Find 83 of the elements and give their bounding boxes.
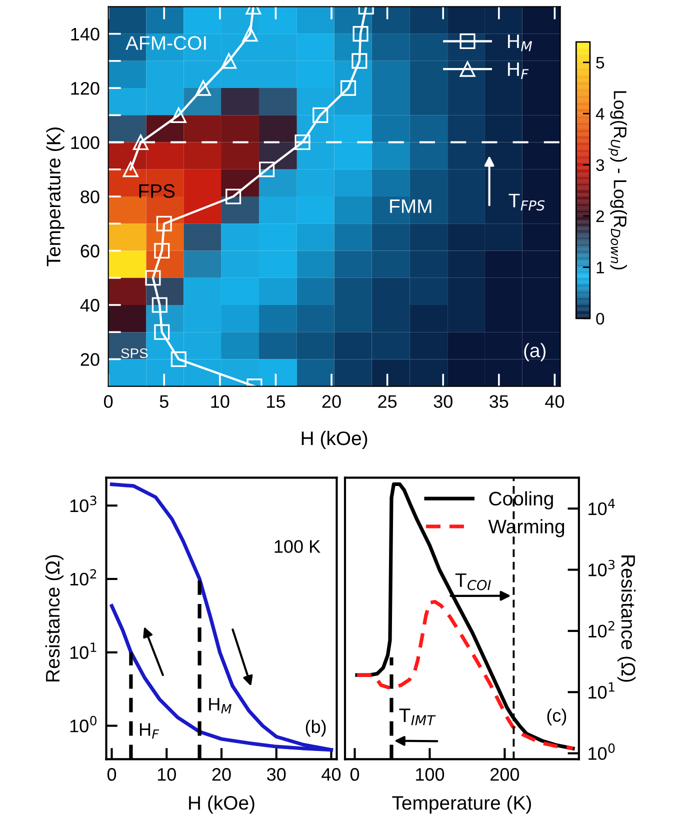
point	[132, 134, 148, 150]
annotation: (a)	[524, 343, 546, 362]
x-tick-label: 0	[104, 395, 113, 408]
point	[242, 26, 258, 42]
annotation: AFM-COI	[126, 36, 206, 50]
point	[156, 216, 172, 232]
x-tick-label: 0	[107, 768, 116, 781]
x-tick-label: 40	[322, 768, 341, 781]
color-bar-label: 0	[596, 312, 604, 325]
annotation: H$_{M}$	[209, 698, 232, 714]
point	[352, 53, 368, 69]
point	[170, 351, 186, 367]
annotation: (c)	[547, 708, 566, 726]
point	[154, 242, 170, 259]
point	[312, 107, 328, 123]
color-bar-label: 4	[596, 108, 604, 120]
y-tick-label: 10$^{4}$	[588, 498, 615, 516]
legend-label: Cooling	[489, 491, 553, 510]
annotation: (b)	[306, 720, 326, 737]
x-tick-label: 100	[416, 768, 444, 781]
y-tick-label: 100	[71, 136, 100, 149]
color-bar-label: 5	[596, 56, 604, 69]
point	[352, 26, 368, 42]
annotation: FPS	[139, 184, 175, 198]
x-tick-label: 20	[322, 395, 341, 408]
x-tick-label: 10	[211, 395, 230, 408]
x-tick-label: 30	[267, 768, 286, 781]
x-tick-label: 10	[158, 768, 176, 781]
x-axis-title: Temperature (K)	[392, 796, 531, 814]
color-bar-title: Log(R$_{Up}$) - Log(R$_{Down}$)	[608, 91, 627, 270]
point	[145, 270, 161, 286]
y-tick-label: 60	[80, 244, 100, 258]
y-tick-label: 40	[80, 298, 100, 312]
color-bar-label: 1	[596, 262, 604, 274]
x-tick-label: 0	[350, 768, 360, 781]
point	[195, 80, 211, 96]
annotation: T$_{FPS}$	[508, 194, 545, 211]
x-axis-title: H (kOe)	[302, 430, 368, 450]
y-axis-title: Temperature (K)	[46, 127, 64, 266]
y-tick-label: 10$^{2}$	[70, 569, 96, 586]
x-tick-label: 15	[267, 395, 286, 408]
line-series	[355, 600, 575, 750]
annotation: FMM	[390, 200, 432, 213]
y-tick-label: 10$^{1}$	[70, 642, 96, 659]
annotation: SPS	[121, 348, 148, 358]
y-tick-label: 120	[71, 82, 100, 95]
point	[294, 134, 310, 150]
point	[154, 324, 170, 340]
x-tick-label: 40	[545, 395, 564, 408]
y-tick-label: 20	[80, 353, 100, 366]
annotation: 100 K	[274, 540, 320, 553]
annotation: H$_{F}$	[140, 723, 160, 739]
point	[152, 297, 168, 313]
y-tick-label: 10$^{2}$	[588, 621, 614, 638]
point	[259, 162, 275, 178]
legend-label: Warming	[488, 519, 564, 538]
x-tick-label: 35	[490, 395, 508, 408]
annotation: T$_{COI}$	[455, 573, 491, 590]
color-bar-label: 3	[596, 159, 604, 172]
point	[340, 80, 356, 96]
y-tick-label: 10$^{3}$	[70, 496, 96, 512]
annotation: T$_{IMT}$	[399, 708, 436, 726]
x-tick-label: 20	[212, 768, 231, 781]
point	[122, 162, 138, 178]
y-tick-label: 10$^{0}$	[70, 716, 96, 732]
y-tick-label: 80	[80, 190, 100, 204]
color-bar-label: 2	[596, 210, 604, 222]
point	[170, 107, 186, 123]
y-axis-title: Resistance (Ω)	[617, 556, 636, 682]
y-tick-label: 10$^{1}$	[588, 682, 614, 699]
x-axis-title: H (kOe)	[189, 796, 254, 814]
y-tick-label: 10$^{0}$	[588, 743, 615, 760]
y-tick-label: 10$^{3}$	[588, 560, 615, 576]
y-axis-title: Resistance (Ω)	[45, 555, 64, 682]
x-tick-label: 5	[160, 395, 168, 408]
x-tick-label: 200	[490, 768, 520, 781]
y-tick-label: 140	[71, 28, 100, 41]
legend-label: H$_{M}$	[508, 34, 532, 52]
point	[221, 53, 237, 69]
legend-label: H$_{F}$	[508, 62, 529, 80]
x-tick-label: 30	[434, 395, 452, 408]
point	[226, 188, 242, 204]
x-tick-label: 25	[378, 395, 397, 408]
